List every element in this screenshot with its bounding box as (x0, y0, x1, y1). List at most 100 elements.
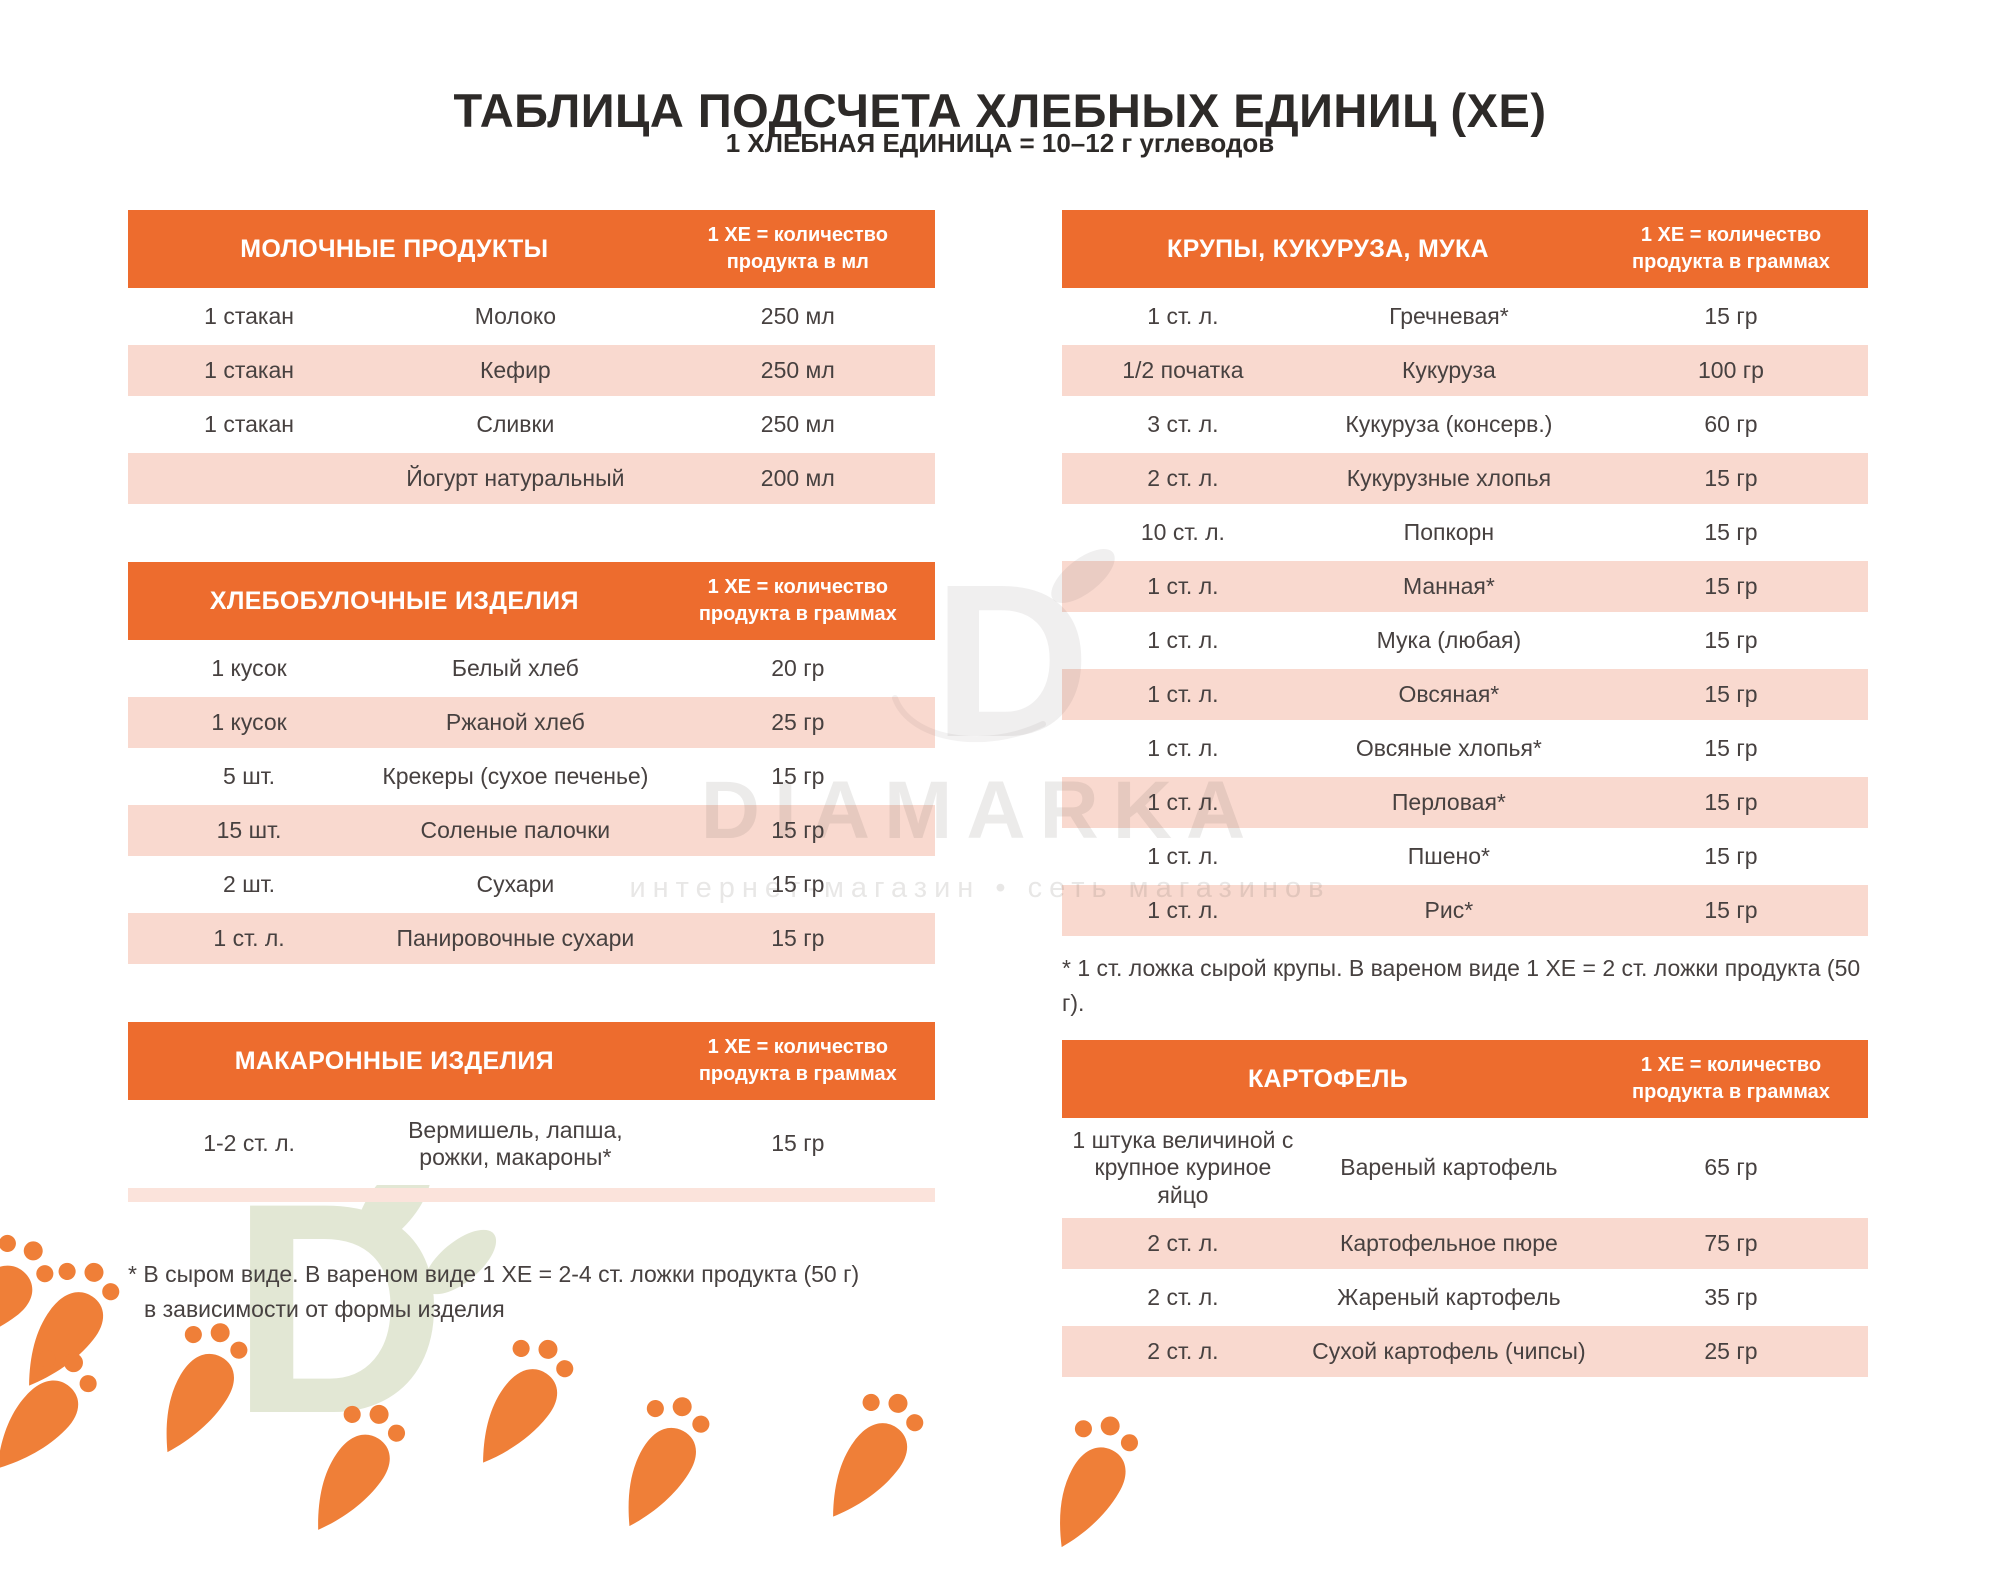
table-body: 1 ст. л. Гречневая* 15 гр 1/2 початка Кукуру… (1062, 291, 1868, 936)
cell-qty: 1 ст. л. (1147, 626, 1219, 653)
cell-name: Вареный картофель (1340, 1154, 1558, 1181)
carrot-footprint-icon (0, 1213, 77, 1379)
table-row: 3 ст. л. Кукуруза (консерв.) 60 гр (1062, 399, 1868, 450)
cell-name: Панировочные сухари (396, 924, 635, 951)
food-table: КРУПЫ, КУКУРУЗА, МУКА 1 ХЕ = количество … (1062, 210, 1868, 939)
cell-qty: 1 стакан (204, 410, 294, 437)
table-unit-header: 1 ХЕ = количество продукта в мл (707, 224, 888, 273)
cell-value: 15 гр (1704, 788, 1758, 815)
cell-qty: 1 ст. л. (1147, 734, 1219, 761)
table-row: 2 ст. л. Сухой картофель (чипсы) 25 гр (1062, 1326, 1868, 1377)
cell-name: Пшено* (1407, 842, 1490, 869)
cell-name: Картофельное пюре (1339, 1229, 1558, 1256)
table-title: ХЛЕБОБУЛОЧНЫЕ ИЗДЕЛИЯ (209, 586, 579, 615)
table-row: 2 ст. л. Картофельное пюре 75 гр (1062, 1218, 1868, 1269)
table-body: 1-2 ст. л. Вермишель, лапша, рожки, макар… (128, 1103, 935, 1202)
carrot-footprint-icon (122, 1304, 273, 1475)
table-row: 1 ст. л. Гречневая* 15 гр (1062, 291, 1868, 342)
food-table: ХЛЕБОБУЛОЧНЫЕ ИЗДЕЛИЯ 1 ХЕ = количество … (128, 562, 935, 967)
cell-value: 250 мл (760, 410, 835, 437)
footnote-line: * В сыром виде. В вареном виде 1 ХЕ = 2-… (128, 1261, 860, 1287)
table-unit-header: 1 ХЕ = количество продукта в граммах (1632, 1054, 1830, 1103)
cell-value: 15 гр (1704, 518, 1758, 545)
table-header: КАРТОФЕЛЬ 1 ХЕ = количество продукта в г… (1062, 1040, 1868, 1118)
carrot-footprint-icon (274, 1384, 430, 1556)
cell-value: 15 гр (771, 924, 825, 951)
table-row (128, 1188, 935, 1202)
cell-qty: 2 шт. (223, 870, 276, 897)
cell-name: Манная* (1402, 572, 1495, 599)
cell-qty: 1 штука величиной с крупное куриное яйцо (1072, 1127, 1294, 1208)
table-row: 1 ст. л. Перловая* 15 гр (1062, 777, 1868, 828)
table-row: 1 ст. л. Рис* 15 гр (1062, 885, 1868, 936)
page-title: ТАБЛИЦА ПОДСЧЕТА ХЛЕБНЫХ ЕДИНИЦ (ХЕ) (453, 84, 1547, 138)
cell-value: 15 гр (1704, 464, 1758, 491)
table-row: 2 ст. л. Жареный картофель 35 гр (1062, 1272, 1868, 1323)
cell-qty: 1 кусок (211, 654, 287, 681)
food-table: МАКАРОННЫЕ ИЗДЕЛИЯ 1 ХЕ = количество про… (128, 1022, 935, 1205)
table-header: ХЛЕБОБУЛОЧНЫЕ ИЗДЕЛИЯ 1 ХЕ = количество … (128, 562, 935, 640)
table-row: 1 стакан Сливки 250 мл (128, 399, 935, 450)
table-row: 10 ст. л. Попкорн 15 гр (1062, 507, 1868, 558)
right-column: * 1 ст. ложка сырой крупы. В вареном вид… (1062, 210, 1868, 1380)
cell-qty: 5 шт. (223, 762, 276, 789)
table-body: 1 кусок Белый хлеб 20 гр 1 кусок Ржаной хлеб… (128, 643, 935, 964)
table-row: 1 стакан Молоко 250 мл (128, 291, 935, 342)
table-row: 1/2 початка Кукуруза 100 гр (1062, 345, 1868, 396)
cell-qty: 10 ст. л. (1140, 518, 1225, 545)
cell-value: 15 гр (1704, 680, 1758, 707)
table-row: 2 шт. Сухари 15 гр (128, 859, 935, 910)
cell-name: Перловая* (1391, 788, 1506, 815)
table-header: МОЛОЧНЫЕ ПРОДУКТЫ 1 ХЕ = количество прод… (128, 210, 935, 288)
page-subtitle: 1 ХЛЕБНАЯ ЕДИНИЦА = 10–12 г углеводов (725, 128, 1275, 158)
cell-value: 20 гр (771, 654, 825, 681)
cell-name: Мука (любая) (1376, 626, 1522, 653)
table-header: КРУПЫ, КУКУРУЗА, МУКА 1 ХЕ = количество … (1062, 210, 1868, 288)
cell-qty: 1 стакан (204, 302, 294, 329)
cell-qty: 1 стакан (204, 356, 294, 383)
table-row: 1-2 ст. л. Вермишель, лапша, рожки, макар… (128, 1103, 935, 1185)
cell-qty: 3 ст. л. (1147, 410, 1219, 437)
cell-qty: 1 ст. л. (1147, 788, 1219, 815)
cell-name: Рис* (1424, 896, 1474, 923)
table-title: КАРТОФЕЛЬ (1247, 1064, 1408, 1093)
table-title: МОЛОЧНЫЕ ПРОДУКТЫ (240, 234, 549, 263)
cell-value: 25 гр (1704, 1337, 1758, 1364)
cell-value: 15 гр (771, 870, 825, 897)
cell-name: Вермишель, лапша, рожки, макароны* (408, 1116, 623, 1170)
cell-value: 65 гр (1704, 1154, 1758, 1181)
cell-name: Молоко (474, 302, 556, 329)
table-title: МАКАРОННЫЕ ИЗДЕЛИЯ (234, 1046, 554, 1075)
cell-value: 35 гр (1704, 1283, 1758, 1310)
table-row: 1 ст. л. Овсяные хлопья* 15 гр (1062, 723, 1868, 774)
table-row: 1 ст. л. Мука (любая) 15 гр (1062, 615, 1868, 666)
cell-qty: 2 ст. л. (1147, 464, 1219, 491)
table-row: 1 кусок Ржаной хлеб 25 гр (128, 697, 935, 748)
cell-qty: 1 ст. л. (213, 924, 285, 951)
cell-value: 15 гр (771, 762, 825, 789)
cell-name: Овсяная* (1398, 680, 1500, 707)
cell-value: 15 гр (1704, 572, 1758, 599)
cell-name: Кукурузные хлопья (1346, 464, 1552, 491)
carrot-footprint-icon (0, 1328, 122, 1499)
left-column: * В сыром виде. В вареном виде 1 ХЕ = 2-… (128, 210, 935, 1326)
footnote-grains: * 1 ст. ложка сырой крупы. В вареном вид… (1062, 955, 1861, 1016)
table-row: 1 стакан Кефир 250 мл (128, 345, 935, 396)
cell-value: 15 гр (1704, 896, 1758, 923)
cell-name: Ржаной хлеб (445, 708, 585, 735)
food-table: КАРТОФЕЛЬ 1 ХЕ = количество продукта в г… (1062, 1040, 1868, 1380)
cell-value: 15 гр (771, 1130, 825, 1157)
cell-name: Жареный картофель (1337, 1283, 1561, 1310)
cell-qty: 2 ст. л. (1147, 1229, 1219, 1256)
cell-qty: 2 ст. л. (1147, 1337, 1219, 1364)
table-unit-header: 1 ХЕ = количество продукта в граммах (698, 1036, 897, 1085)
cell-qty: 2 ст. л. (1147, 1283, 1219, 1310)
table-row: 15 шт. Соленые палочки 15 гр (128, 805, 935, 856)
cell-name: Кукуруза (консерв.) (1345, 410, 1553, 437)
footnote-line: в зависимости от формы изделия (144, 1295, 505, 1322)
cell-name: Кукуруза (1401, 356, 1496, 383)
cell-name: Белый хлеб (451, 654, 579, 681)
table-row: 1 кусок Белый хлеб 20 гр (128, 643, 935, 694)
carrot-footprint-icon (1015, 1398, 1163, 1568)
cell-name: Сливки (476, 410, 555, 437)
